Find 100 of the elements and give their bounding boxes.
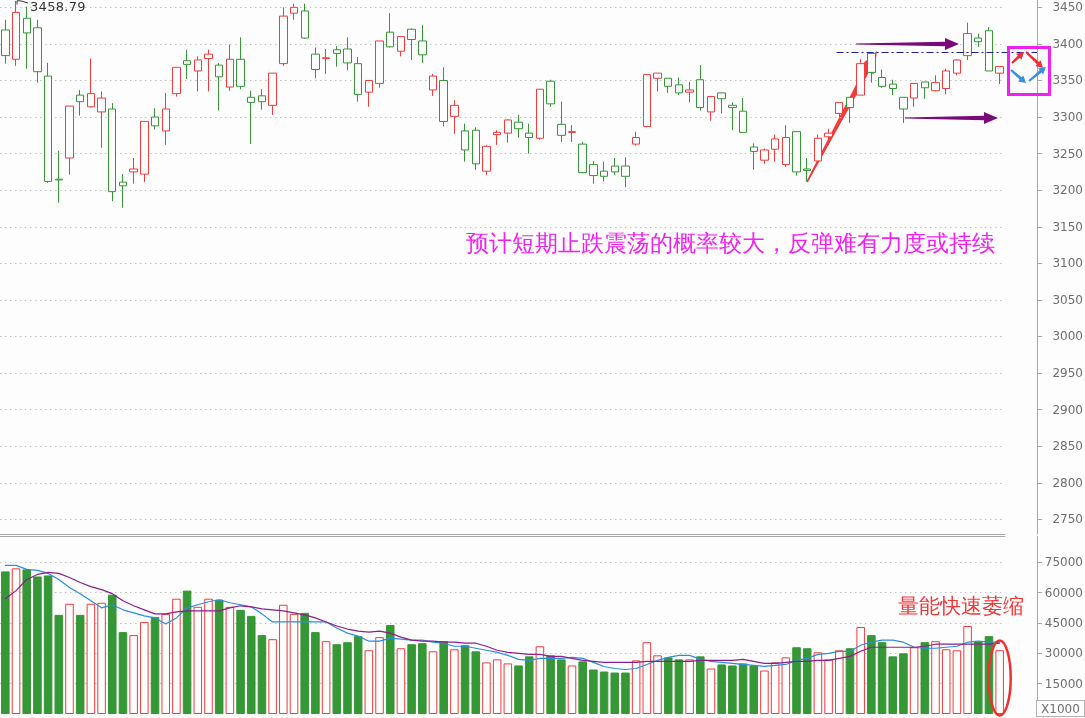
bar <box>920 642 930 714</box>
candlestick <box>215 62 223 111</box>
bar <box>11 568 21 714</box>
candlestick <box>151 107 159 130</box>
bar <box>760 670 769 714</box>
candlestick <box>279 6 288 67</box>
y-tick-label: 45000 <box>1044 615 1083 630</box>
bar <box>749 665 759 714</box>
candlestick <box>514 114 523 139</box>
candlestick <box>856 58 865 96</box>
candlestick <box>621 156 630 188</box>
bar <box>321 641 331 714</box>
candlestick <box>407 28 416 61</box>
bar <box>268 639 277 714</box>
y-tick-label: 2950 <box>1052 366 1083 381</box>
bar <box>845 648 855 714</box>
bar <box>246 615 256 714</box>
bar <box>375 637 384 714</box>
candlestick <box>814 134 822 162</box>
bar <box>161 613 170 714</box>
bar <box>396 648 406 714</box>
bar <box>257 635 267 714</box>
candlestick <box>386 12 394 49</box>
candlestick <box>750 142 758 171</box>
candlestick <box>578 141 587 174</box>
bar <box>685 659 694 714</box>
y-axis-title: X1000 <box>1036 700 1085 717</box>
bar <box>332 644 342 714</box>
candlestick <box>824 128 833 146</box>
candlestick <box>183 49 191 80</box>
bar <box>418 643 427 714</box>
bar <box>129 635 138 714</box>
candlestick <box>696 64 704 111</box>
bar <box>439 641 448 714</box>
y-tick-label: 15000 <box>1044 676 1083 691</box>
bar <box>182 590 192 714</box>
bar <box>225 606 235 714</box>
candlestick <box>23 6 31 70</box>
candlestick <box>482 144 491 176</box>
candlestick <box>889 79 897 96</box>
candlestick <box>439 66 448 128</box>
candlestick <box>942 68 950 95</box>
candlestick <box>910 82 918 108</box>
y-tick-label: 60000 <box>1044 585 1083 600</box>
candlestick <box>557 101 566 143</box>
candlestick <box>525 123 533 155</box>
bar <box>557 659 566 714</box>
bar <box>172 598 181 714</box>
bar <box>289 613 299 714</box>
candlestick <box>899 96 908 124</box>
bar <box>696 656 705 714</box>
bar <box>802 648 812 714</box>
bar <box>535 646 545 714</box>
candlestick <box>728 101 737 131</box>
annotation: 量能快速萎缩 <box>898 594 1024 618</box>
candlestick <box>803 157 811 182</box>
bar <box>621 672 630 714</box>
candlestick <box>931 74 940 92</box>
candlestick <box>846 96 854 124</box>
bar <box>75 614 85 714</box>
candlestick <box>108 102 116 202</box>
candlestick <box>375 40 384 89</box>
bar <box>792 647 801 714</box>
bar <box>1 571 10 714</box>
candlestick <box>258 88 266 111</box>
candlestick <box>600 161 608 182</box>
bar <box>567 665 577 714</box>
bar <box>653 655 662 714</box>
candlestick <box>1 19 10 65</box>
candlestick <box>172 66 181 98</box>
candlestick <box>322 48 330 75</box>
bar <box>514 665 523 714</box>
annotation: 3458.79 <box>30 0 86 14</box>
y-tick-label: 3150 <box>1052 219 1083 234</box>
candlestick <box>343 36 352 71</box>
candlestick <box>504 118 512 144</box>
candlestick <box>418 24 427 64</box>
bar <box>867 635 876 714</box>
bar <box>450 649 459 714</box>
candlestick <box>268 72 277 116</box>
bar <box>995 650 1004 714</box>
candlestick <box>450 99 459 135</box>
candlestick <box>760 148 769 165</box>
bar <box>65 603 74 714</box>
y-tick-label: 3350 <box>1052 73 1083 88</box>
y-tick-label: 2750 <box>1052 512 1083 527</box>
candlestick <box>397 36 405 57</box>
bar <box>343 642 352 714</box>
bar <box>22 569 32 714</box>
bar <box>599 671 609 714</box>
bar <box>728 665 737 714</box>
bar <box>909 647 919 714</box>
candlestick <box>974 33 982 48</box>
candlestick <box>717 92 726 114</box>
bar <box>236 609 245 714</box>
bar <box>589 669 598 714</box>
candlestick <box>985 26 993 72</box>
bar <box>973 641 983 714</box>
bar <box>33 576 42 714</box>
bar <box>364 650 374 714</box>
